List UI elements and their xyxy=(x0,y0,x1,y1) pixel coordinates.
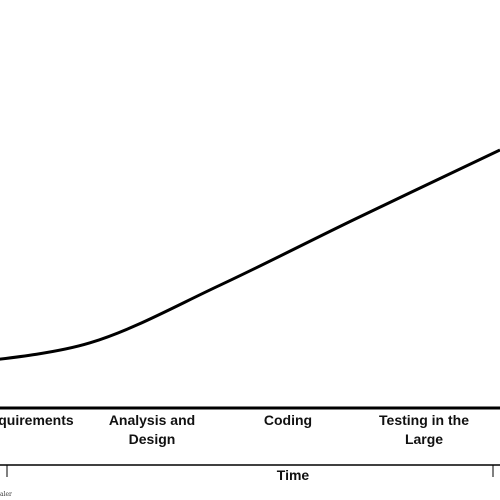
x-axis-title: Time xyxy=(277,467,310,483)
source-note: aler xyxy=(0,491,12,498)
phase-label: Testing in the Large xyxy=(379,412,469,447)
phase-label: Coding xyxy=(264,412,312,428)
phase-label: Analysis and Design xyxy=(109,412,195,447)
cost-curve-line xyxy=(0,148,500,361)
phase-label: Requirements xyxy=(0,412,74,428)
